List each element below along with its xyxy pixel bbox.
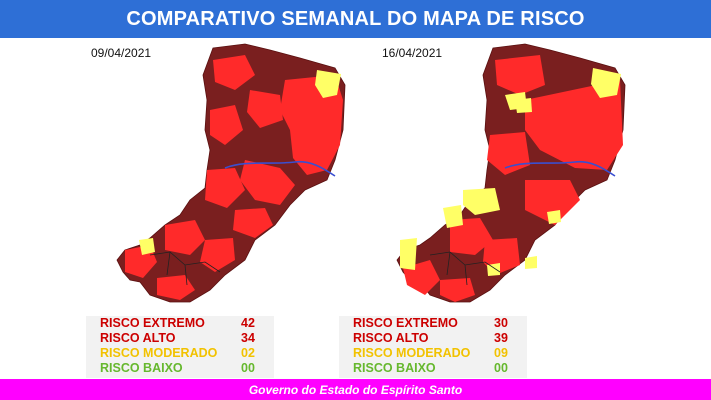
legend-count: 09 <box>494 346 508 360</box>
page-title: COMPARATIVO SEMANAL DO MAPA DE RISCO <box>126 7 585 30</box>
legend-row-moderado: RISCO MODERADO 09 <box>339 346 527 361</box>
legend-row-moderado: RISCO MODERADO 02 <box>86 346 274 361</box>
legend-count: 00 <box>241 361 255 375</box>
high-risk-area <box>165 220 205 255</box>
risk-legend-left: RISCO EXTREMO 42 RISCO ALTO 34 RISCO MOD… <box>86 316 274 378</box>
moderate-risk-area <box>463 188 500 215</box>
moderate-risk-area <box>139 238 155 255</box>
high-risk-area <box>450 218 493 255</box>
moderate-risk-area <box>525 256 537 269</box>
high-risk-area <box>213 55 255 90</box>
risk-map-right <box>375 40 635 315</box>
moderate-risk-area <box>487 263 500 276</box>
high-risk-area <box>525 180 580 225</box>
legend-label: RISCO EXTREMO <box>353 316 458 330</box>
risk-legend-right: RISCO EXTREMO 30 RISCO ALTO 39 RISCO MOD… <box>339 316 527 378</box>
legend-label: RISCO MODERADO <box>100 346 218 360</box>
title-banner: COMPARATIVO SEMANAL DO MAPA DE RISCO <box>0 0 711 38</box>
moderate-risk-area <box>547 210 561 224</box>
high-risk-area <box>210 105 243 145</box>
date-label-right: 16/04/2021 <box>382 46 443 60</box>
legend-row-baixo: RISCO BAIXO 00 <box>339 361 527 376</box>
high-risk-area <box>495 55 545 95</box>
legend-count: 39 <box>494 331 508 345</box>
legend-row-extremo: RISCO EXTREMO 42 <box>86 316 274 331</box>
legend-count: 42 <box>241 316 255 330</box>
legend-row-alto: RISCO ALTO 39 <box>339 331 527 346</box>
moderate-risk-area <box>443 205 463 228</box>
moderate-risk-area <box>591 68 621 98</box>
high-risk-area <box>240 160 295 205</box>
legend-count: 34 <box>241 331 255 345</box>
river-line <box>224 160 336 177</box>
river-line <box>504 160 616 177</box>
high-risk-area <box>280 75 343 175</box>
risk-map-left <box>95 40 355 315</box>
legend-count: 00 <box>494 361 508 375</box>
date-label-left: 09/04/2021 <box>91 46 152 60</box>
legend-row-extremo: RISCO EXTREMO 30 <box>339 316 527 331</box>
footer-banner: Governo do Estado do Espírito Santo <box>0 379 711 400</box>
high-risk-area <box>247 90 283 128</box>
high-risk-area <box>157 275 195 300</box>
state-map-image <box>116 43 346 303</box>
legend-label: RISCO EXTREMO <box>100 316 205 330</box>
high-risk-area <box>200 238 235 272</box>
legend-label: RISCO ALTO <box>100 331 176 345</box>
state-map-image <box>396 43 626 303</box>
legend-label: RISCO BAIXO <box>100 361 183 375</box>
legend-row-baixo: RISCO BAIXO 00 <box>86 361 274 376</box>
region-border <box>149 251 221 286</box>
moderate-risk-area <box>315 70 341 98</box>
region-border <box>429 251 501 286</box>
moderate-risk-area <box>515 98 532 113</box>
legend-count: 02 <box>241 346 255 360</box>
legend-label: RISCO ALTO <box>353 331 429 345</box>
footer-credit: Governo do Estado do Espírito Santo <box>248 382 463 397</box>
moderate-risk-area <box>400 238 417 270</box>
legend-label: RISCO MODERADO <box>353 346 471 360</box>
legend-count: 30 <box>494 316 508 330</box>
legend-row-alto: RISCO ALTO 34 <box>86 331 274 346</box>
high-risk-area <box>233 208 273 238</box>
high-risk-area <box>440 278 475 302</box>
high-risk-area <box>525 80 623 170</box>
legend-label: RISCO BAIXO <box>353 361 436 375</box>
high-risk-area <box>205 168 245 208</box>
